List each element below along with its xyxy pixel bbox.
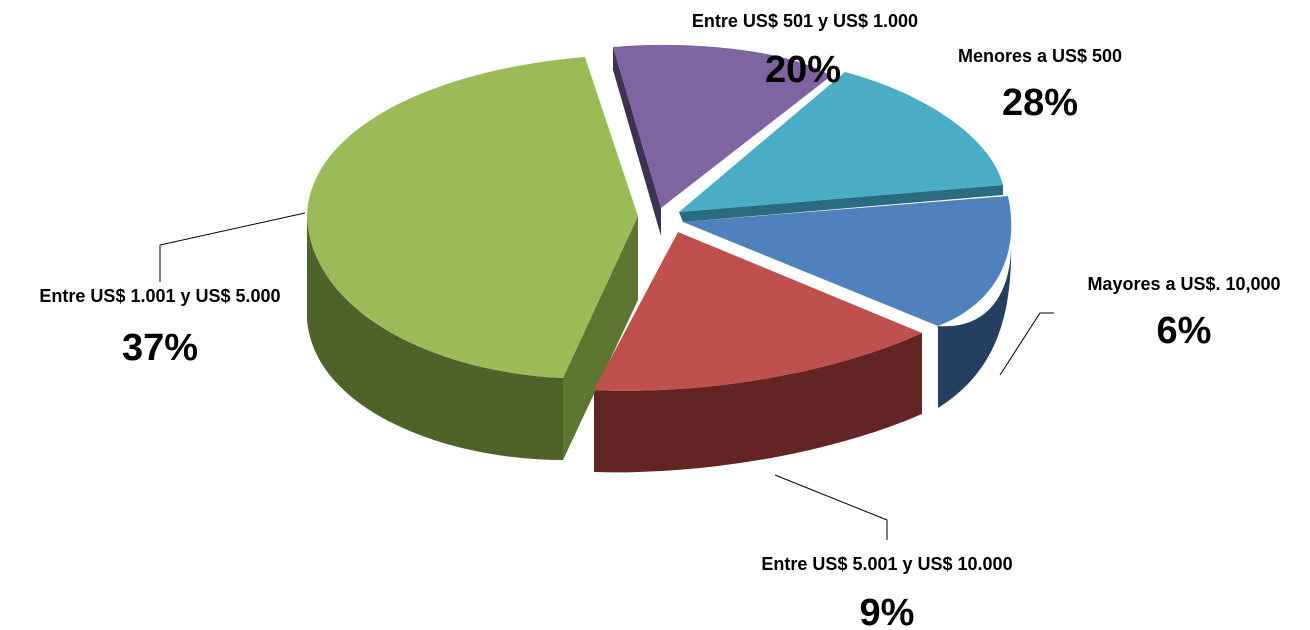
- slice-side-1001-5000: [307, 215, 563, 460]
- slice-top-1001-5000: [307, 57, 638, 378]
- slice-percent-501-1000: 20%: [765, 49, 841, 91]
- slice-label-1001-5000: Entre US$ 1.001 y US$ 5.000: [39, 286, 280, 306]
- slice-top-menores-500: [679, 72, 1003, 212]
- slice-side-5001-10000: [594, 333, 922, 473]
- slice-side-501-1000: [613, 47, 661, 236]
- slice-percent-1001-5000: 37%: [122, 327, 198, 369]
- slice-label-mayores-10000: Mayores a US$. 10,000: [1087, 274, 1280, 294]
- slice-side-menores-500: [679, 185, 1003, 222]
- pie-side-faces: [307, 47, 1012, 473]
- leader-line-mayores: [999, 312, 1054, 376]
- slice-side-mayores-10000: [938, 238, 1012, 408]
- slice-percent-mayores-10000: 6%: [1157, 310, 1212, 352]
- slice-label-501-1000: Entre US$ 501 y US$ 1.000: [692, 11, 918, 31]
- slice-top-mayores-10000: [683, 196, 1012, 326]
- slice-percent-5001-10000: 9%: [860, 592, 915, 630]
- leader-lines: [159, 212, 1054, 540]
- slice-wall-1001-5000: [563, 216, 638, 460]
- slice-label-5001-10000: Entre US$ 5.001 y US$ 10.000: [761, 554, 1012, 574]
- leader-line-1001-5000: [159, 212, 306, 282]
- pie-top-faces: [307, 44, 1012, 391]
- slice-percent-menores-500: 28%: [1002, 82, 1078, 124]
- slice-labels: Entre US$ 501 y US$ 1.000 20% Menores a …: [39, 11, 1280, 630]
- slice-top-5001-10000: [594, 232, 922, 391]
- slice-top-501-1000: [613, 44, 831, 208]
- leader-line-5001-10000: [774, 474, 888, 540]
- slice-label-menores-500: Menores a US$ 500: [958, 46, 1122, 66]
